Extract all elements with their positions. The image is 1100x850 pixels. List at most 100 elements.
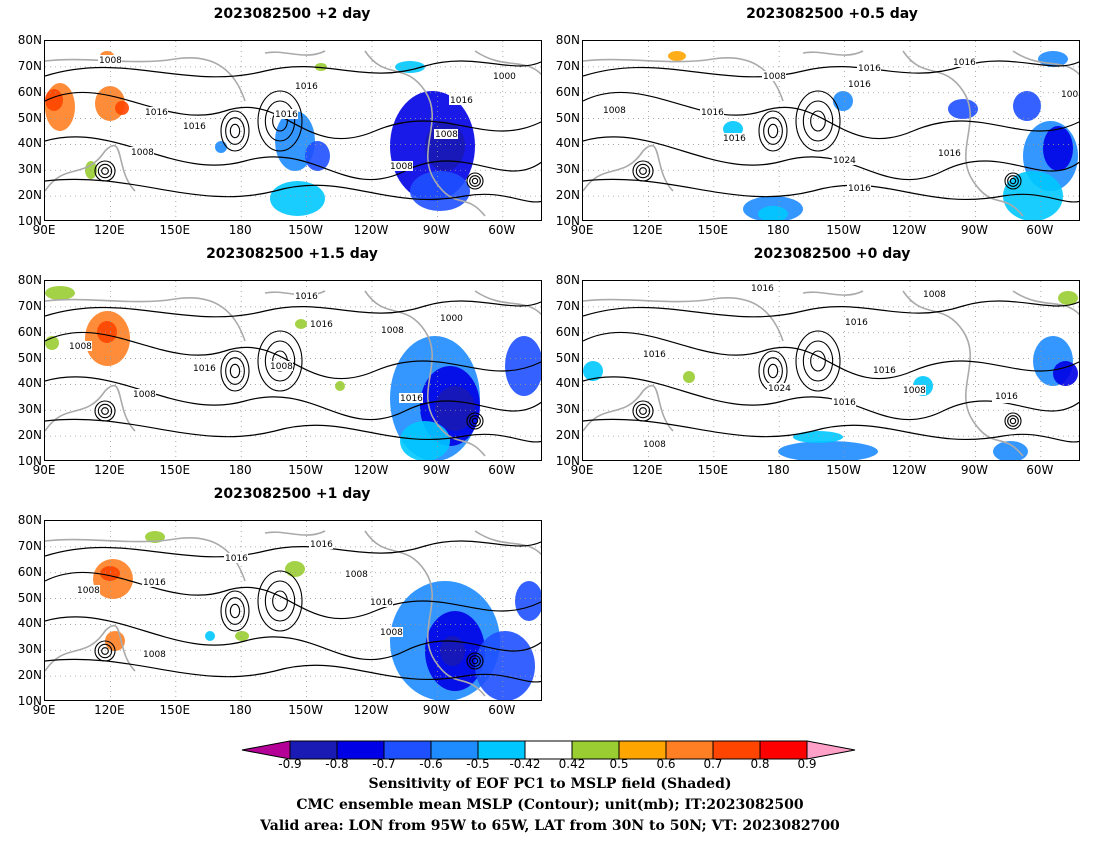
contour-label: 1008 <box>143 650 166 660</box>
contour-label-bg <box>344 569 368 579</box>
lon-tick-label: 150W <box>826 463 861 477</box>
coastline <box>583 144 674 192</box>
sensitivity-shading <box>285 561 305 577</box>
contour-label-bg <box>192 363 216 373</box>
sensitivity-shading <box>683 371 695 383</box>
coastline <box>474 50 541 76</box>
map-panel-p05: 1008 1016 1008 1016 1016 1016 1024 1016 1016 1008… <box>582 40 1080 221</box>
contour-label-bg <box>762 71 786 81</box>
sensitivity-shading <box>97 321 117 343</box>
contour-label: 1016 <box>370 598 393 608</box>
contour-label-bg <box>294 291 318 301</box>
lat-tick-label: 30N <box>555 162 580 177</box>
mslp-closed-contour <box>466 652 484 670</box>
sensitivity-shading <box>505 336 541 396</box>
mslp-contour <box>45 658 541 683</box>
coastline <box>474 530 541 556</box>
contour-label: 1016 <box>845 318 868 328</box>
map-canvas: 1008 1016 1008 1016 1016 1016 1024 1016 1016 1008… <box>583 41 1079 220</box>
sensitivity-shading <box>205 631 215 641</box>
contour-label: 1008 <box>133 390 156 400</box>
lon-tick-label: 60W <box>488 703 516 717</box>
contour-label: 1008 <box>923 290 946 300</box>
contour-label-bg <box>142 577 166 587</box>
mslp-closed-contour <box>1007 415 1019 427</box>
lat-tick-label: 50N <box>17 110 42 125</box>
contour-label-bg <box>847 79 871 89</box>
contour-label-bg <box>937 148 961 158</box>
sensitivity-shading <box>215 141 227 153</box>
mslp-contour <box>583 60 1079 78</box>
lon-tick-label: 150W <box>288 223 323 237</box>
mslp-closed-contour <box>471 417 479 425</box>
contour-label: 1016 <box>295 82 318 92</box>
mslp-closed-contour <box>257 570 303 632</box>
mslp-closed-contour <box>101 167 109 175</box>
contour-label-bg <box>274 109 298 119</box>
mslp-closed-contour <box>632 400 654 422</box>
contour-label: 1016 <box>953 58 976 68</box>
lon-tick-label: 90W <box>422 223 450 237</box>
mslp-closed-contour <box>229 603 241 619</box>
lon-tick-label: 150W <box>288 463 323 477</box>
sensitivity-shading <box>668 51 686 61</box>
contour-label-bg <box>224 553 248 563</box>
sensitivity-shading <box>235 631 249 641</box>
mslp-contour <box>583 376 1079 421</box>
coastline <box>583 57 784 102</box>
mslp-closed-contour <box>225 357 245 385</box>
sensitivity-shading <box>1043 126 1073 171</box>
contour-label-bg <box>439 313 463 323</box>
coastline <box>264 530 326 536</box>
lat-tick-label: 60N <box>17 324 42 339</box>
sensitivity-shading <box>793 431 843 443</box>
colorbar-tick-label: 0.42 <box>558 757 586 771</box>
contour-label-bg <box>722 133 746 143</box>
lat-tick-label: 10N <box>17 694 42 708</box>
contour-label-bg <box>767 383 791 393</box>
contour-label-bg <box>492 71 516 81</box>
mslp-closed-contour <box>257 330 303 392</box>
contour-label: 1016 <box>751 284 774 294</box>
sensitivity-shading <box>1013 91 1041 121</box>
map-panel-p2: 1008 1016 1016 1016 1008 1016 1008 1008 1000 1016 <box>44 40 542 221</box>
contour-label: 1008 <box>603 106 626 116</box>
lon-tick-label: 120E <box>94 223 125 237</box>
contour-label: 1016 <box>938 149 961 159</box>
coastline <box>1012 50 1079 76</box>
contour-label: 1016 <box>643 350 666 360</box>
colorbar <box>241 740 856 760</box>
mslp-contour <box>45 540 541 558</box>
contour-label-bg <box>380 325 404 335</box>
mslp-contour <box>583 91 1079 140</box>
contour-label-bg <box>602 105 626 115</box>
lon-tick-label: 120E <box>94 463 125 477</box>
contour-label: 1016 <box>145 108 168 118</box>
colorbar-tick-label: 0.9 <box>797 757 817 771</box>
lat-tick-label: 50N <box>555 350 580 365</box>
mslp-closed-contour <box>466 412 484 430</box>
lat-tick-label: 20N <box>17 668 42 683</box>
contour-label-bg <box>182 121 206 131</box>
contour-label: 1008 <box>903 386 926 396</box>
lon-tick-label: 60W <box>1026 463 1054 477</box>
mslp-closed-contour <box>758 110 788 152</box>
colorbar-tick-label: 0.5 <box>609 757 629 771</box>
mslp-closed-contour <box>795 330 841 392</box>
mslp-closed-contour <box>229 363 241 379</box>
coastline <box>45 624 136 672</box>
lat-tick-label: 60N <box>17 564 42 579</box>
mslp-closed-contour <box>94 400 116 422</box>
contour-label: 1016 <box>400 394 423 404</box>
mslp-closed-contour <box>97 403 113 419</box>
contour-label: 1016 <box>193 364 216 374</box>
lat-tick-label: 40N <box>17 616 42 631</box>
coastline <box>364 290 486 457</box>
contour-label: 1008 <box>270 362 293 372</box>
lat-tick-label: 30N <box>17 642 42 657</box>
mslp-contour <box>45 571 541 620</box>
mslp-closed-contour <box>469 655 481 667</box>
coastline <box>902 50 1024 217</box>
mslp-closed-contour <box>264 100 296 142</box>
mslp-closed-contour <box>635 403 651 419</box>
